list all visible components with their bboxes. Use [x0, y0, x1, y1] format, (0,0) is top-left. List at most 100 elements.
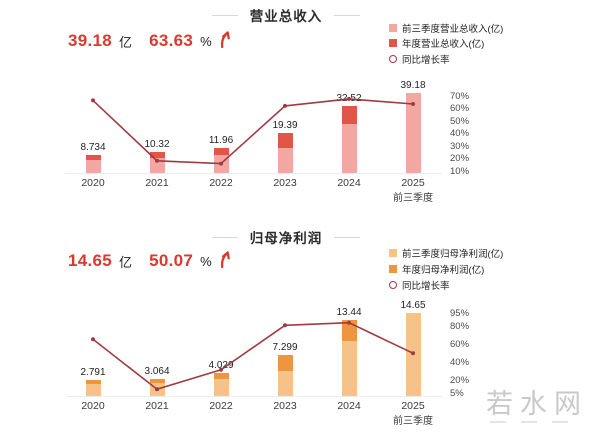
x-axis-sublabel-q3: 前三季度 [393, 416, 433, 427]
line-circle-swatch-icon [389, 281, 397, 289]
legend-label: 同比增长率 [402, 54, 450, 66]
bar-annual-cap-2024 [341, 319, 357, 341]
legend-item-q3[interactable]: 前三季度归母净利润(亿) [389, 248, 504, 260]
growth-rate-line [92, 98, 414, 165]
bar-value-label: 2.791 [80, 367, 106, 379]
bar-annual-cap-2024 [341, 106, 357, 124]
bar-swatch-icon [389, 39, 397, 47]
x-axis-label-2024: 2024 [337, 399, 361, 412]
bar-value-label: 32.52 [336, 93, 362, 105]
watermark: 若水网 [486, 389, 588, 419]
x-axis-label-2023: 2023 [273, 399, 297, 412]
title-dash-right [334, 14, 361, 16]
watermark-subtext-marks [490, 421, 568, 423]
stat-unit: 亿 [119, 254, 133, 270]
stat-value: 39.18 [68, 31, 113, 50]
x-axis-line-0 [66, 173, 442, 174]
chart-title-row-0: 营业总收入 [0, 5, 572, 25]
bar-annual-cap-2022 [213, 148, 229, 156]
bar-q3-2025 [405, 312, 421, 396]
x-axis-label-2023: 2023 [273, 176, 297, 189]
x-axis-label-2025: 2025 [401, 399, 425, 412]
bar-swatch-icon [389, 23, 397, 32]
bar-q3-2022 [213, 379, 229, 396]
stat-unit: 亿 [119, 34, 133, 50]
title-dash-right [334, 236, 361, 238]
bar-annual-cap-2022 [213, 373, 229, 380]
x-axis-line-1 [66, 396, 442, 397]
legend-item-annual[interactable]: 年度归母净利润(亿) [389, 264, 485, 276]
bar-q3-2021 [149, 157, 165, 173]
bar-q3-2023 [277, 147, 293, 173]
right-axis-tick: 20% [450, 374, 470, 386]
right-axis-tick: 5% [450, 388, 464, 399]
bar-annual-cap-2021 [149, 378, 165, 384]
chart-title: 归母净利润 [249, 231, 323, 246]
legend-label: 前三季度营业总收入(亿) [402, 23, 504, 35]
stat-row-1: 14.65 亿 50.07% [68, 250, 234, 271]
bar-value-label: 11.96 [208, 135, 234, 147]
x-axis-sublabel-q3: 前三季度 [393, 193, 433, 204]
bar-annual-cap-2023 [277, 354, 293, 372]
bar-value-label: 3.064 [144, 365, 170, 377]
bar-q3-2024 [341, 340, 357, 396]
legend-label: 同比增长率 [402, 281, 450, 292]
x-axis-label-2021: 2021 [145, 176, 169, 189]
right-axis-tick: 40% [450, 356, 470, 368]
chart-title: 营业总收入 [249, 9, 323, 24]
bar-annual-cap-2020 [85, 380, 101, 385]
x-axis-label-2020: 2020 [81, 176, 105, 189]
bar-q3-2025 [405, 92, 421, 173]
x-axis-label-2022: 2022 [209, 399, 233, 412]
bar-value-label: 39.18 [400, 79, 426, 91]
x-axis-label-2024: 2024 [337, 176, 361, 189]
legend-item-annual[interactable]: 年度营业总收入(亿) [389, 38, 485, 50]
right-axis-tick: 60% [450, 338, 470, 350]
growth-rate-line [92, 321, 414, 391]
bar-swatch-icon [389, 249, 397, 257]
x-axis-label-2022: 2022 [209, 176, 233, 189]
legend-item-growth-rate[interactable]: 同比增长率 [389, 53, 450, 66]
right-axis-tick: 80% [450, 320, 470, 332]
stat-growth-unit: % [200, 33, 212, 49]
legend-label: 年度营业总收入(亿) [402, 39, 485, 50]
bar-value-label: 7.299 [272, 341, 298, 353]
line-circle-swatch-icon [389, 54, 397, 63]
legend-label: 年度归母净利润(亿) [402, 265, 485, 276]
title-dash-left [211, 236, 238, 238]
legend-label: 前三季度归母净利润(亿) [402, 249, 504, 260]
stat-growth: 63.63 [149, 31, 194, 50]
bar-value-label: 14.65 [400, 299, 426, 311]
growth-rate-point [91, 98, 95, 103]
stat-row-0: 39.18 亿 63.63% [68, 30, 234, 51]
bar-value-label: 4.029 [208, 360, 234, 372]
legend-item-growth-rate[interactable]: 同比增长率 [389, 280, 450, 292]
legend-item-q3[interactable]: 前三季度营业总收入(亿) [389, 22, 504, 35]
up-trend-arrow-icon [219, 250, 234, 269]
right-axis-tick: 50% [450, 115, 470, 127]
right-axis-tick: 10% [450, 165, 470, 177]
stat-growth-unit: % [200, 253, 212, 269]
right-axis-tick: 40% [450, 128, 470, 139]
title-dash-left [211, 14, 238, 16]
right-axis-tick: 95% [450, 307, 470, 319]
x-axis-label-2020: 2020 [81, 399, 105, 412]
x-axis-label-2025: 2025 [401, 176, 425, 189]
stat-value: 14.65 [68, 251, 113, 270]
bar-q3-2021 [149, 383, 165, 396]
bar-q3-2020 [85, 384, 101, 396]
x-axis-label-2021: 2021 [145, 399, 169, 412]
right-axis-tick: 20% [450, 153, 470, 164]
right-axis-tick: 70% [450, 90, 470, 102]
bar-annual-cap-2020 [85, 155, 101, 161]
bar-annual-cap-2021 [149, 151, 165, 158]
bar-value-label: 8.734 [80, 142, 106, 154]
right-axis-tick: 30% [450, 140, 470, 152]
bar-value-label: 19.39 [272, 120, 298, 132]
bar-q3-2024 [341, 124, 357, 173]
stat-growth: 50.07 [149, 251, 194, 270]
bar-q3-2023 [277, 371, 293, 396]
bar-value-label: 13.44 [336, 306, 362, 318]
bar-annual-cap-2023 [277, 133, 293, 148]
